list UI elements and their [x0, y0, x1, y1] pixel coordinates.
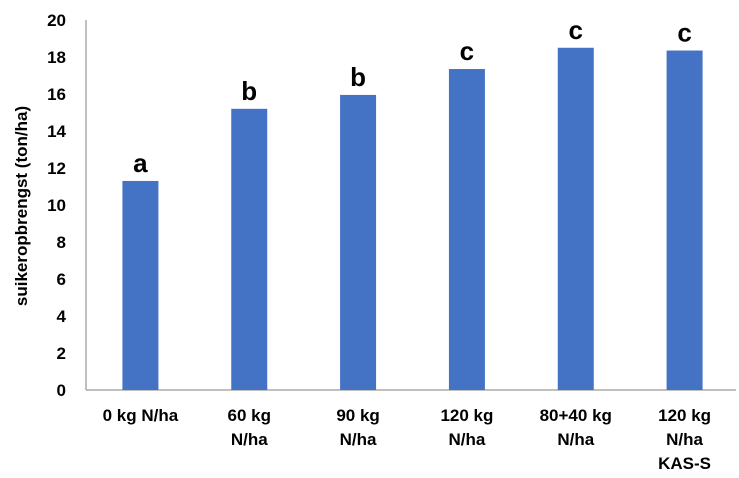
- y-tick-label: 14: [47, 122, 66, 141]
- x-tick-label: 0 kg N/ha: [103, 406, 179, 425]
- x-tick-label: N/ha: [666, 430, 703, 449]
- y-tick-label: 4: [57, 307, 67, 326]
- y-tick-label: 20: [47, 11, 66, 30]
- x-tick-label: N/ha: [448, 430, 485, 449]
- y-tick-label: 12: [47, 159, 66, 178]
- y-tick-label: 6: [57, 270, 66, 289]
- x-axis-categories: 0 kg N/ha 60 kg N/ha 90 kg N/ha 120 kg N/ha 80+…: [103, 406, 711, 473]
- data-label: c: [677, 18, 691, 48]
- y-tick-label: 2: [57, 344, 66, 363]
- bar: [231, 108, 268, 391]
- data-label: b: [241, 76, 257, 106]
- x-tick-label: 80+40 kg: [540, 406, 612, 425]
- y-tick-label: 18: [47, 48, 66, 67]
- y-tick-label: 10: [47, 196, 66, 215]
- x-tick-label: 120 kg: [440, 406, 493, 425]
- x-tick-label: N/ha: [231, 430, 268, 449]
- y-axis-label: suikeropbrengst (ton/ha): [12, 106, 31, 306]
- x-tick-label: KAS-S: [658, 454, 711, 473]
- x-tick-label: N/ha: [557, 430, 594, 449]
- x-tick-label: 120 kg: [658, 406, 711, 425]
- x-tick-label: N/ha: [340, 430, 377, 449]
- y-tick-label: 0: [57, 381, 66, 400]
- y-tick-label: 16: [47, 85, 66, 104]
- bars: [122, 47, 703, 391]
- data-label: a: [133, 148, 148, 178]
- data-labels: a b b c c c: [133, 15, 692, 178]
- data-label: b: [350, 62, 366, 92]
- bar: [122, 180, 159, 390]
- x-tick-label: 90 kg: [336, 406, 379, 425]
- y-axis-ticks: 0 2 4 6 8 10 12 14 16 18 20: [47, 11, 66, 400]
- data-label: c: [569, 15, 583, 45]
- bar: [557, 47, 594, 390]
- bar: [666, 50, 703, 391]
- x-tick-label: 60 kg: [228, 406, 271, 425]
- bar: [448, 69, 485, 391]
- bar: [340, 94, 377, 391]
- y-tick-label: 8: [57, 233, 66, 252]
- data-label: c: [460, 36, 474, 66]
